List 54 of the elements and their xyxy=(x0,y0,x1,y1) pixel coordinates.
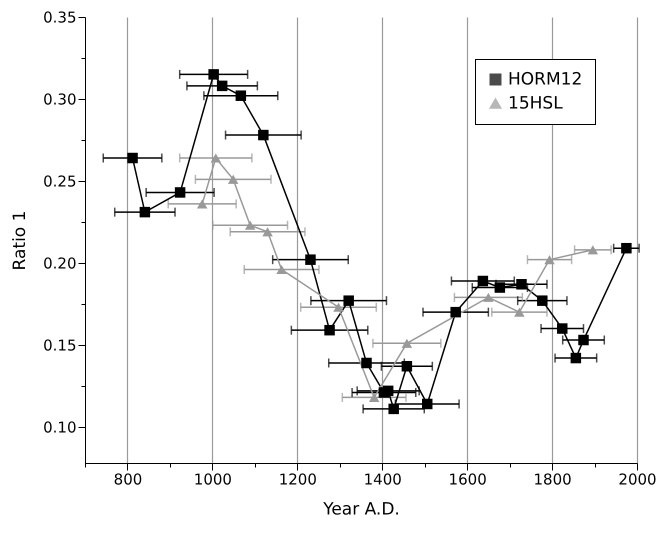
point xyxy=(544,255,555,264)
legend-label: HORM12 xyxy=(508,70,582,90)
x-tick-label: 1800 xyxy=(533,470,572,488)
point xyxy=(305,254,316,265)
legend-label: 15HSL xyxy=(508,94,564,114)
point xyxy=(236,90,246,101)
point xyxy=(578,334,589,346)
point xyxy=(478,276,488,286)
point xyxy=(621,242,632,254)
x-tick-label: 1600 xyxy=(448,470,487,488)
x-axis-title: Year A.D. xyxy=(322,500,400,520)
point xyxy=(537,295,548,306)
y-tick-label: 0.20 xyxy=(43,254,76,272)
point xyxy=(450,306,461,318)
point xyxy=(483,292,494,302)
point xyxy=(262,227,273,236)
point xyxy=(361,358,372,368)
point xyxy=(388,404,399,414)
point xyxy=(228,174,238,184)
point xyxy=(140,206,150,218)
point xyxy=(588,245,598,254)
y-tick-label: 0.30 xyxy=(43,90,76,108)
point xyxy=(127,152,138,164)
point xyxy=(368,392,380,402)
point xyxy=(422,398,432,410)
point xyxy=(516,279,527,290)
x-tick-label: 1000 xyxy=(194,470,232,488)
x-tick-label: 1200 xyxy=(278,470,317,488)
point xyxy=(210,153,222,163)
point xyxy=(208,69,219,80)
x-tick-label: 1400 xyxy=(364,470,402,488)
point xyxy=(196,199,208,208)
point xyxy=(174,187,186,198)
point xyxy=(324,324,335,336)
point xyxy=(557,323,568,334)
point xyxy=(258,130,269,140)
point xyxy=(570,352,582,364)
point xyxy=(382,386,394,396)
point xyxy=(402,361,412,372)
y-axis-title: Ratio 1 xyxy=(10,210,30,270)
point xyxy=(494,282,506,293)
point xyxy=(402,338,412,348)
point xyxy=(276,264,287,274)
y-tick-label: 0.35 xyxy=(43,8,76,26)
point xyxy=(333,302,344,312)
point xyxy=(216,80,228,92)
x-tick-label: 2000 xyxy=(618,470,657,488)
y-tick-label: 0.10 xyxy=(43,418,76,436)
y-tick-label: 0.15 xyxy=(43,336,76,354)
point xyxy=(343,295,354,306)
x-tick-label: 800 xyxy=(114,470,142,488)
y-tick-label: 0.25 xyxy=(43,172,76,190)
point xyxy=(514,308,525,317)
point xyxy=(244,220,256,230)
